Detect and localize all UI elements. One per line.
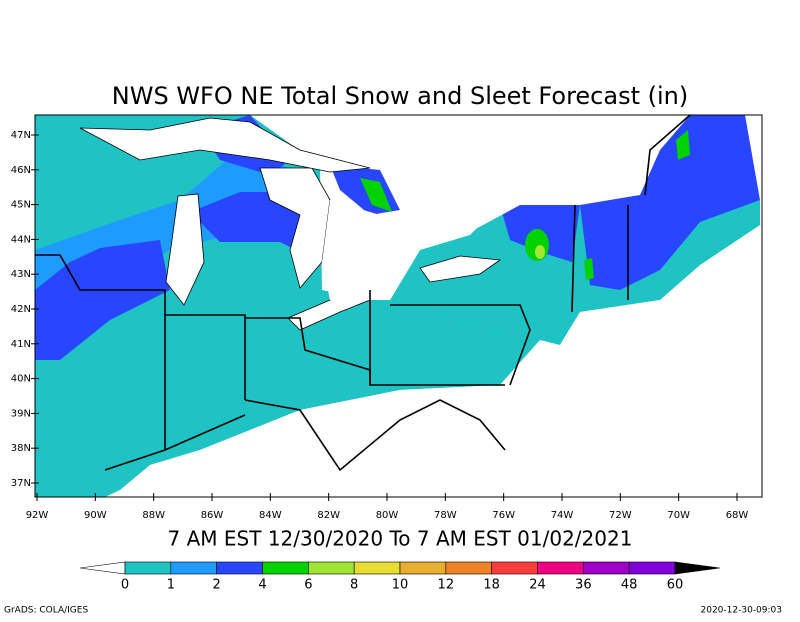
longitude-label: 70W bbox=[667, 510, 690, 521]
colorbar-bin bbox=[308, 561, 355, 575]
colorbar-label: 10 bbox=[392, 578, 409, 593]
map-frame bbox=[34, 114, 763, 498]
snow-area bbox=[584, 258, 594, 280]
footer-right: 2020-12-30-09:03 bbox=[701, 606, 783, 616]
longitude-label: 76W bbox=[492, 510, 515, 521]
colorbar-label: 18 bbox=[483, 578, 500, 593]
colorbar-above bbox=[674, 561, 721, 575]
ontario-canada bbox=[322, 200, 520, 300]
colorbar-bin bbox=[491, 561, 538, 575]
latitude-label: 44N bbox=[11, 234, 31, 245]
lake-huron bbox=[259, 167, 331, 289]
longitude-label: 72W bbox=[609, 510, 632, 521]
colorbar-below bbox=[79, 561, 126, 575]
valid-period: 7 AM EST 12/30/2020 To 7 AM EST 01/02/20… bbox=[168, 527, 633, 551]
latitude-label: 43N bbox=[11, 269, 31, 280]
colorbar-label: 48 bbox=[621, 578, 638, 593]
colorbar-bin bbox=[537, 561, 584, 575]
colorbar-bin bbox=[170, 561, 217, 575]
colorbar-bin bbox=[399, 561, 447, 575]
map bbox=[34, 114, 763, 498]
colorbar-bin bbox=[583, 561, 630, 575]
colorbar-label: 60 bbox=[667, 578, 684, 593]
longitude-label: 86W bbox=[201, 510, 224, 521]
longitude-label: 90W bbox=[84, 510, 107, 521]
snow-area bbox=[190, 192, 320, 262]
snow-area bbox=[535, 245, 545, 259]
latitude-label: 46N bbox=[11, 165, 31, 176]
longitude-label: 88W bbox=[142, 510, 165, 521]
lake-superior bbox=[79, 117, 371, 173]
longitude-label: 78W bbox=[434, 510, 457, 521]
latitude-label: 38N bbox=[11, 443, 31, 454]
colorbar-label: 12 bbox=[438, 578, 455, 593]
snow-area bbox=[360, 178, 392, 212]
latitude-label: 45N bbox=[11, 200, 31, 211]
lake-ontario bbox=[419, 255, 502, 283]
colorbar-label: 36 bbox=[575, 578, 592, 593]
colorbar-bin bbox=[628, 561, 676, 575]
snow-area bbox=[580, 115, 760, 290]
longitude-label: 84W bbox=[259, 510, 282, 521]
colorbar-bin bbox=[353, 561, 401, 575]
colorbar-label: 6 bbox=[304, 578, 312, 593]
latitude-label: 37N bbox=[11, 478, 31, 489]
colorbar-label: 24 bbox=[529, 578, 546, 593]
colorbar-bin bbox=[445, 561, 492, 575]
longitude-label: 68W bbox=[726, 510, 749, 521]
colorbar-label: 1 bbox=[167, 578, 175, 593]
colorbar-label: 0 bbox=[121, 578, 129, 593]
latitude-label: 41N bbox=[11, 339, 31, 350]
latitude-label: 42N bbox=[11, 304, 31, 315]
colorbar-label: 8 bbox=[350, 578, 358, 593]
colorbar-label: 4 bbox=[258, 578, 266, 593]
footer-left: GrADS: COLA/IGES bbox=[4, 606, 88, 616]
longitude-label: 82W bbox=[317, 510, 340, 521]
longitude-label: 92W bbox=[26, 510, 49, 521]
longitude-label: 80W bbox=[376, 510, 399, 521]
colorbar-bin bbox=[262, 561, 309, 575]
colorbar-bin bbox=[124, 561, 172, 575]
snow-area bbox=[676, 130, 690, 160]
latitude-label: 39N bbox=[11, 408, 31, 419]
lake-michigan bbox=[165, 193, 205, 306]
southeast-no-snow bbox=[120, 290, 700, 497]
latitude-label: 47N bbox=[11, 130, 31, 141]
map-title: NWS WFO NE Total Snow and Sleet Forecast… bbox=[112, 82, 688, 110]
colorbar-label: 2 bbox=[213, 578, 221, 593]
state-borders bbox=[35, 114, 691, 472]
longitude-label: 74W bbox=[551, 510, 574, 521]
latitude-label: 40N bbox=[11, 374, 31, 385]
colorbar-bin bbox=[216, 561, 263, 575]
